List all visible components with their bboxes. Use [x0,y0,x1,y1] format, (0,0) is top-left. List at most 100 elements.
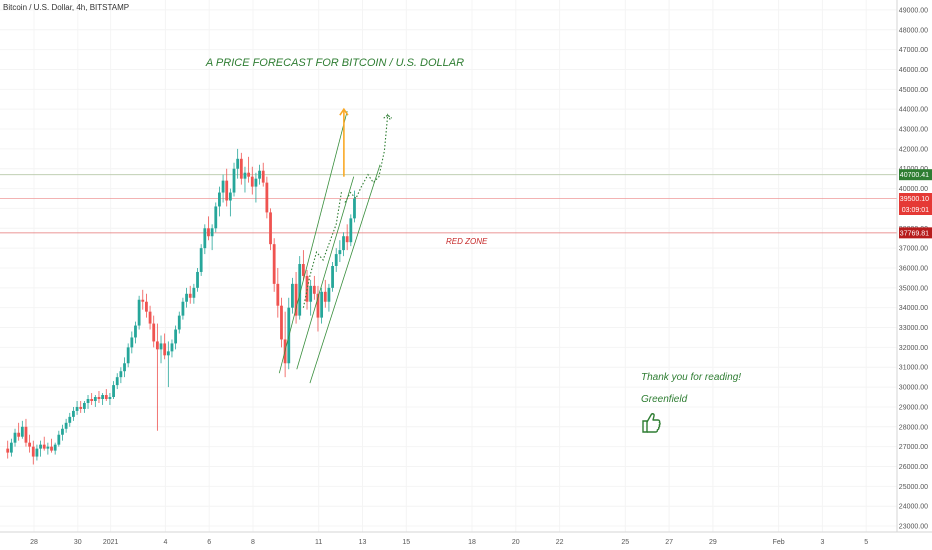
candle-body [90,399,94,401]
y-tick-label: 34000.00 [899,305,928,312]
forecast-path [344,113,392,203]
candle [331,262,334,292]
candle-body [243,172,247,179]
candle-body [236,158,240,169]
candle [42,436,46,451]
candle [53,442,57,455]
candle-body [108,397,112,399]
current-price-tag: 39500.10 [899,193,932,205]
candle [181,297,185,320]
candle [254,172,258,203]
thumbs-up-icon [642,413,661,433]
candle-body [320,291,324,318]
candle-body [119,371,123,378]
candle [210,224,214,251]
candle [31,440,35,465]
candle-body [42,444,46,449]
target-arrow-head [339,107,349,116]
candle [155,323,159,431]
candle [163,333,167,360]
candle-body [20,426,24,437]
candle [342,232,345,257]
x-axis-ticks[interactable]: 28 30 2021 4 6 8 11 13 15 18 20 22 25 27 29 Feb 3 5 [30,539,868,546]
candle [349,214,353,247]
candle [247,156,251,183]
candle-body [199,248,203,272]
candle-body [35,448,39,457]
y-tick-label: 23000.00 [899,524,928,531]
candle [309,279,313,316]
support-price-tag-bg [899,227,932,239]
symbol-header: Bitcoin / U.S. Dollar, 4h, BITSTAMP [3,3,129,12]
candle [298,256,302,320]
candle-body [145,301,148,312]
x-tick-label: 6 [207,539,211,546]
x-tick-label: 2021 [103,539,119,546]
candle [145,293,148,318]
x-tick-label: 20 [512,539,520,546]
candle-body [207,228,210,237]
candle-body [294,283,298,316]
candle-body [353,198,356,219]
candle-body [101,395,105,399]
candle [185,287,188,308]
candle [104,389,108,401]
candle [64,418,68,433]
candle-body [196,271,199,288]
candle-body [28,442,32,447]
candle-body [130,337,134,348]
candle-body [181,301,185,316]
y-tick-label: 29000.00 [899,404,928,411]
candle-body [6,448,10,453]
y-tick-label: 32000.00 [899,345,928,352]
candle-body [188,293,192,298]
candle-body [305,275,309,302]
candle-body [126,347,130,364]
x-tick-label: 28 [30,539,38,546]
candle [6,440,10,459]
candle [291,277,294,314]
grid [0,0,897,532]
candle [93,395,97,407]
y-axis-ticks[interactable]: 49000.00 48000.00 47000.00 46000.00 45000.00… [899,7,928,530]
candle [334,248,338,272]
y-tick-label: 24000.00 [899,504,928,511]
y-tick-label: 36000.00 [899,265,928,272]
candle-body [338,250,342,255]
candle-body [9,442,13,453]
candle [177,311,181,334]
candle [68,412,72,427]
x-tick-label: 29 [709,539,717,546]
y-tick-label: 46000.00 [899,67,928,74]
x-tick-label: 18 [468,539,476,546]
candle [261,162,265,187]
candle [294,271,298,324]
y-tick-label: 48000.00 [899,27,928,34]
candle-body [331,266,334,288]
y-tick-label: 27000.00 [899,444,928,451]
y-tick-label: 35000.00 [899,285,928,292]
candle [130,331,134,354]
x-tick-label: 11 [315,539,322,546]
candle-body [327,287,331,302]
candle-body [221,180,225,193]
channel-upper-line [278,111,348,374]
candle-body [174,329,178,344]
candle [115,373,119,390]
candle-body [192,287,196,298]
candle [272,238,276,292]
candle [345,224,349,251]
candle [61,424,64,441]
price-levels [0,174,897,234]
candle [101,393,105,405]
y-tick-label: 40000.00 [899,186,928,193]
candle [141,289,145,310]
red-zone-label: RED ZONE [446,237,488,246]
candle [269,208,272,251]
candle-body [50,446,53,451]
channel-lower-line [309,164,381,384]
support-price-tag: 37769.81 [899,227,932,239]
candle [134,321,137,344]
candle-body [57,434,61,445]
